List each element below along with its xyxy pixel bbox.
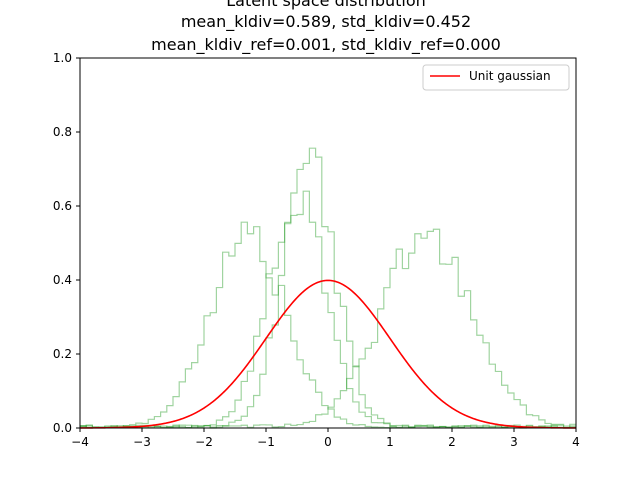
legend-box xyxy=(422,64,570,91)
x-tick-label: −1 xyxy=(257,435,275,449)
histogram-series xyxy=(80,190,576,429)
x-tick-label: −3 xyxy=(133,435,151,449)
unit-gaussian-curve xyxy=(80,279,576,429)
y-tick-label: 1.0 xyxy=(53,51,72,65)
legend: Unit gaussian xyxy=(422,64,570,91)
title-line-1: Latent space distribution xyxy=(226,0,426,10)
title-line-2: mean_kldiv=0.589, std_kldiv=0.452 xyxy=(181,12,471,32)
y-tick-label: 0.2 xyxy=(53,347,72,361)
y-tick-label: 0.0 xyxy=(53,421,72,435)
title-line-3: mean_kldiv_ref=0.001, std_kldiv_ref=0.00… xyxy=(151,35,501,55)
x-tick-label: 1 xyxy=(386,435,394,449)
x-axis: −4 −3 −2 −1 0 1 2 3 4 xyxy=(71,428,580,449)
y-tick-label: 0.6 xyxy=(53,199,72,213)
x-tick-label: 0 xyxy=(324,435,332,449)
x-tick-label: 2 xyxy=(448,435,456,449)
y-tick-label: 0.4 xyxy=(53,273,72,287)
x-tick-label: 3 xyxy=(510,435,518,449)
x-tick-label: −2 xyxy=(195,435,213,449)
legend-label-unit-gaussian: Unit gaussian xyxy=(469,69,551,83)
curve-layer xyxy=(80,279,576,429)
y-tick-label: 0.8 xyxy=(53,125,72,139)
x-tick-label: −4 xyxy=(71,435,89,449)
x-tick-label: 4 xyxy=(572,435,580,449)
chart-title: Latent space distribution mean_kldiv=0.5… xyxy=(151,0,501,55)
y-axis: 0.0 0.2 0.4 0.6 0.8 1.0 xyxy=(53,51,80,435)
